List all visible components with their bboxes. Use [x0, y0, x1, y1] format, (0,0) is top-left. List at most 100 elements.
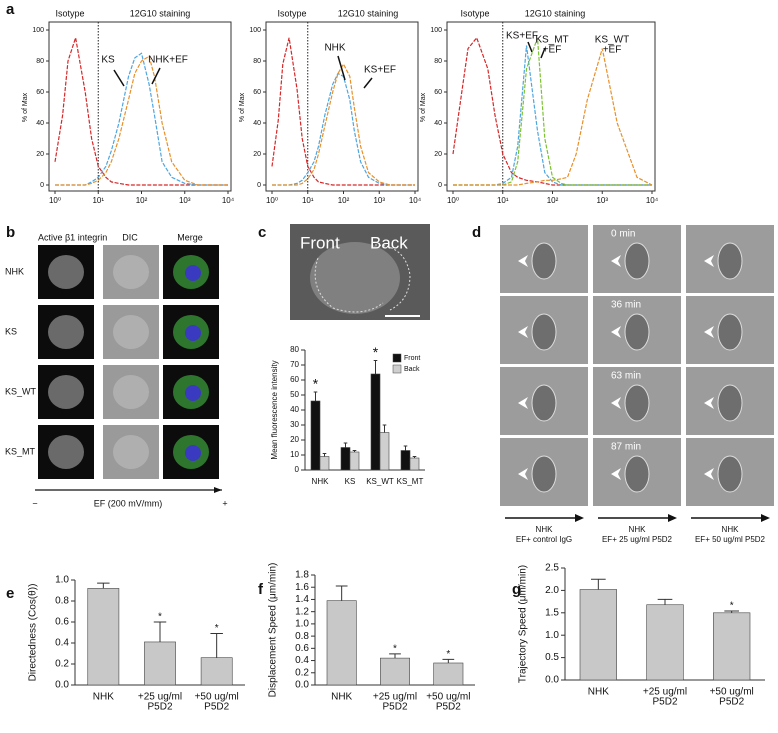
row-label: NHK: [5, 266, 24, 276]
plot-frame: [48, 21, 232, 192]
y-tick-label: 20: [290, 435, 299, 444]
row-label: KS: [5, 326, 17, 336]
x-tick-label: 10⁰: [49, 196, 61, 205]
annotation: NHK: [324, 43, 345, 54]
annotation-arrow: [540, 47, 546, 59]
condition-label: EF+ 50 ug/ml P5D2: [695, 535, 766, 544]
significance-mark: *: [313, 376, 319, 392]
y-tick-label: 1.0: [545, 630, 559, 641]
arrow-head: [575, 514, 584, 522]
bar: [200, 657, 233, 686]
bar: [409, 457, 420, 471]
x-tick-label: 10²: [547, 196, 559, 205]
cell: [717, 455, 743, 493]
x-tick-label: 10¹: [302, 196, 314, 205]
panel-letter: g: [512, 581, 521, 598]
nucleus: [185, 445, 201, 461]
histogram-line: [55, 52, 228, 186]
legend-label: Back: [404, 366, 420, 373]
y-tick-label: 100: [430, 27, 442, 34]
arrowhead-marker: [518, 255, 528, 267]
annotation: KS+EF: [364, 65, 396, 76]
panel-letter: c: [258, 224, 266, 241]
y-tick-label: 40: [434, 120, 442, 127]
annotation-arrow: [363, 77, 373, 89]
error-bar: [442, 658, 455, 663]
panel-letter: e: [6, 585, 14, 602]
bar: [310, 400, 321, 471]
annotation: KS_WT: [595, 35, 629, 46]
x-tick-label: P5D2: [652, 697, 677, 708]
y-tick-label: 2.5: [545, 563, 559, 574]
annotation: 12G10 staining: [338, 8, 399, 18]
x-tick-label: P5D2: [382, 702, 407, 713]
y-tick-label: 0.6: [295, 643, 309, 654]
y-tick-label: 60: [253, 89, 261, 96]
cell: [624, 313, 650, 351]
y-tick-label: 0: [295, 465, 300, 474]
y-tick-label: 0.8: [55, 596, 69, 607]
histogram-line: [54, 37, 228, 186]
annotation: KS: [101, 55, 115, 66]
row-label: KS_WT: [5, 386, 37, 396]
panel-letter: f: [258, 581, 264, 598]
y-tick-label: 0.8: [295, 631, 309, 642]
error-bar: [724, 610, 739, 613]
bar: [579, 589, 617, 681]
error-bar: [313, 391, 318, 401]
y-tick-label: 20: [253, 151, 261, 158]
x-tick-label: 10⁰: [447, 196, 459, 205]
y-tick-label: 40: [290, 405, 299, 414]
annotation: 12G10 staining: [525, 8, 586, 18]
annotation: KS+EF: [506, 31, 538, 42]
histogram-line: [272, 72, 415, 186]
nucleus: [185, 325, 201, 341]
x-tick-label: +25 ug/ml: [373, 692, 417, 703]
cell: [48, 435, 84, 469]
annotation: KS_MT: [535, 35, 568, 46]
arrowhead-marker: [518, 397, 528, 409]
significance-mark: *: [730, 601, 734, 612]
bar: [379, 432, 390, 471]
y-axis-label: Mean fluorescence intensity: [270, 360, 279, 459]
x-tick-label: +50 ug/ml: [195, 692, 239, 703]
error-bar: [373, 360, 378, 374]
histogram-line: [453, 45, 652, 186]
significance-mark: *: [158, 612, 162, 623]
arrowhead-marker: [704, 326, 714, 338]
cell: [531, 384, 557, 422]
cell: [531, 455, 557, 493]
y-tick-label: 1.6: [295, 582, 309, 593]
bar: [433, 662, 464, 686]
ef-label: EF (200 mV/mm): [94, 498, 163, 508]
panel-letter: d: [472, 224, 481, 241]
image-label: Back: [370, 233, 408, 252]
y-tick-label: 1.0: [55, 575, 69, 586]
y-tick-label: 80: [36, 58, 44, 65]
histogram-line: [271, 37, 415, 186]
arrowhead-marker: [518, 326, 528, 338]
y-tick-label: 1.8: [295, 570, 309, 581]
significance-mark: *: [215, 623, 219, 634]
panel-letter: b: [6, 224, 15, 241]
y-tick-label: 20: [36, 151, 44, 158]
y-tick-label: 0.4: [55, 638, 69, 649]
column-header: Merge: [177, 232, 203, 242]
error-bar: [343, 442, 348, 448]
x-tick-label: NHK: [331, 692, 352, 703]
bar: [326, 600, 357, 686]
annotation-arrow: [113, 69, 125, 87]
cell: [624, 384, 650, 422]
bar: [400, 450, 411, 471]
error-bar: [591, 578, 606, 590]
plot-frame: [446, 21, 656, 192]
y-axis-label: % of Max: [420, 92, 427, 122]
histogram-line: [55, 55, 228, 186]
annotation-arrow: [527, 41, 533, 53]
cell: [113, 315, 149, 349]
arrowhead-marker: [704, 468, 714, 480]
y-tick-label: 0: [438, 182, 442, 189]
x-tick-label: KS_MT: [397, 477, 424, 486]
bar: [370, 373, 381, 471]
